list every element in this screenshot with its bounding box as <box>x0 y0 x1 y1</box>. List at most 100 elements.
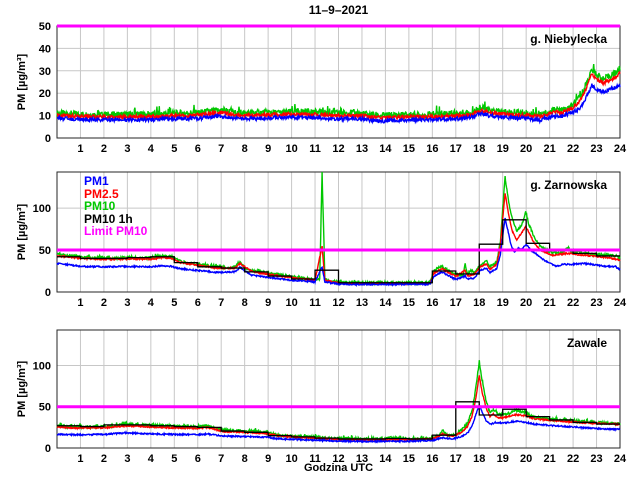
svg-text:16: 16 <box>426 297 438 309</box>
svg-text:19: 19 <box>497 143 509 155</box>
svg-text:7: 7 <box>218 297 224 309</box>
svg-text:7: 7 <box>218 143 224 155</box>
svg-text:40: 40 <box>39 43 51 55</box>
chart-title: 11–9–2021 <box>308 3 369 17</box>
legend: PM1 PM2.5 PM10 PM10 1h Limit PM10 <box>84 175 147 238</box>
svg-text:3: 3 <box>124 453 130 465</box>
svg-text:15: 15 <box>403 453 415 465</box>
svg-text:30: 30 <box>39 66 51 78</box>
svg-text:6: 6 <box>195 297 201 309</box>
svg-text:21: 21 <box>544 143 556 155</box>
svg-text:6: 6 <box>195 453 201 465</box>
svg-text:8: 8 <box>242 297 248 309</box>
svg-text:3: 3 <box>124 297 130 309</box>
svg-text:16: 16 <box>426 143 438 155</box>
svg-text:6: 6 <box>195 143 201 155</box>
svg-text:17: 17 <box>450 453 462 465</box>
y-axis-label: PM [µg/m³] <box>16 53 28 111</box>
svg-text:20: 20 <box>520 297 532 309</box>
svg-text:18: 18 <box>473 143 485 155</box>
svg-text:24: 24 <box>614 143 627 155</box>
svg-text:11: 11 <box>309 453 321 465</box>
svg-text:2: 2 <box>101 297 107 309</box>
x-axis-label: Godzina UTC <box>303 462 374 474</box>
svg-text:10: 10 <box>285 453 297 465</box>
svg-text:11: 11 <box>309 297 321 309</box>
svg-text:9: 9 <box>265 453 271 465</box>
svg-text:20: 20 <box>39 88 51 100</box>
svg-text:20: 20 <box>520 143 532 155</box>
svg-text:14: 14 <box>379 143 392 155</box>
svg-text:15: 15 <box>403 143 415 155</box>
svg-text:2: 2 <box>101 143 107 155</box>
svg-text:50: 50 <box>39 21 51 33</box>
svg-text:21: 21 <box>544 453 556 465</box>
legend-item-pm10-1h: PM10 1h <box>84 211 133 226</box>
svg-text:18: 18 <box>473 297 485 309</box>
svg-text:1: 1 <box>77 143 83 155</box>
svg-text:5: 5 <box>171 453 177 465</box>
svg-text:11: 11 <box>309 143 321 155</box>
svg-text:4: 4 <box>148 453 155 465</box>
svg-text:12: 12 <box>332 297 344 309</box>
svg-text:12: 12 <box>332 453 344 465</box>
svg-text:50: 50 <box>39 402 51 414</box>
svg-text:23: 23 <box>590 297 602 309</box>
svg-text:8: 8 <box>242 453 248 465</box>
svg-text:2: 2 <box>101 453 107 465</box>
legend-item-limit: Limit PM10 <box>84 224 148 238</box>
svg-text:5: 5 <box>171 143 177 155</box>
y-axis-label: PM [µg/m³] <box>16 203 28 261</box>
svg-text:100: 100 <box>33 203 51 215</box>
svg-text:15: 15 <box>403 297 415 309</box>
station-label-zarnowska: g. Zarnowska <box>530 178 607 192</box>
svg-text:7: 7 <box>218 453 224 465</box>
svg-text:20: 20 <box>520 453 532 465</box>
svg-text:14: 14 <box>379 453 392 465</box>
svg-text:100: 100 <box>33 360 51 372</box>
legend-item-pm1: PM1 <box>84 174 109 188</box>
y-axis-label: PM [µg/m³] <box>16 360 28 418</box>
svg-text:13: 13 <box>356 297 368 309</box>
svg-text:4: 4 <box>148 143 155 155</box>
svg-text:21: 21 <box>544 297 556 309</box>
svg-text:23: 23 <box>590 143 602 155</box>
svg-text:10: 10 <box>285 297 297 309</box>
svg-text:0: 0 <box>45 287 51 299</box>
station-label-zawale: Zawale <box>566 336 607 350</box>
svg-text:12: 12 <box>332 143 344 155</box>
svg-text:3: 3 <box>124 143 130 155</box>
svg-text:13: 13 <box>356 143 368 155</box>
svg-text:10: 10 <box>285 143 297 155</box>
svg-text:9: 9 <box>265 143 271 155</box>
svg-text:0: 0 <box>45 133 51 145</box>
svg-text:13: 13 <box>356 453 368 465</box>
legend-item-pm10: PM10 <box>84 199 116 213</box>
svg-text:8: 8 <box>242 143 248 155</box>
svg-text:10: 10 <box>39 111 51 123</box>
svg-text:1: 1 <box>77 453 83 465</box>
svg-text:50: 50 <box>39 245 51 257</box>
legend-item-pm25: PM2.5 <box>84 186 119 201</box>
svg-text:9: 9 <box>265 297 271 309</box>
svg-text:17: 17 <box>450 297 462 309</box>
svg-text:0: 0 <box>45 443 51 455</box>
svg-text:1: 1 <box>77 297 83 309</box>
svg-text:5: 5 <box>171 297 177 309</box>
svg-text:16: 16 <box>426 453 438 465</box>
svg-text:17: 17 <box>450 143 462 155</box>
station-label-niebylecka: g. Niebylecka <box>530 32 607 46</box>
svg-text:18: 18 <box>473 453 485 465</box>
svg-text:22: 22 <box>567 297 579 309</box>
svg-text:22: 22 <box>567 143 579 155</box>
svg-text:14: 14 <box>379 297 392 309</box>
svg-text:19: 19 <box>497 297 509 309</box>
svg-text:24: 24 <box>614 453 627 465</box>
svg-text:4: 4 <box>148 297 155 309</box>
svg-text:23: 23 <box>590 453 602 465</box>
svg-text:19: 19 <box>497 453 509 465</box>
svg-text:22: 22 <box>567 453 579 465</box>
svg-text:24: 24 <box>614 297 627 309</box>
